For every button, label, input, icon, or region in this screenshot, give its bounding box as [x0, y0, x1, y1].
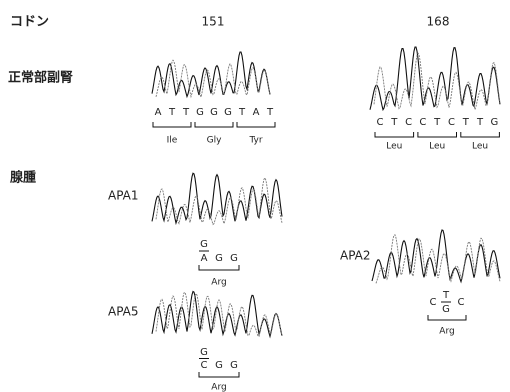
sample-label: APA5: [108, 305, 139, 319]
chromatogram: [152, 292, 282, 337]
base: T: [168, 107, 176, 118]
bracket: [153, 122, 191, 127]
chromatogram: [152, 173, 282, 223]
row-label: 腺腫: [10, 170, 36, 186]
base: G: [491, 117, 499, 128]
base: T: [266, 107, 274, 118]
base: T: [476, 117, 484, 128]
base: T: [182, 107, 190, 118]
base-mutant: G: [200, 347, 208, 358]
base-normal: C: [201, 360, 208, 371]
bracket: [461, 132, 500, 137]
amino-acid: Ile: [167, 136, 178, 146]
base: C: [430, 297, 437, 308]
sample-label: APA2: [340, 249, 371, 263]
bracket: [199, 372, 239, 377]
bracket: [199, 265, 239, 270]
bracket: [195, 122, 233, 127]
bracket: [375, 132, 414, 137]
codon-number: 151: [202, 15, 225, 29]
base: G: [210, 107, 218, 118]
base: G: [215, 360, 223, 371]
amino-acid: Arg: [211, 278, 226, 288]
base: G: [215, 253, 223, 264]
bracket: [418, 132, 457, 137]
base-mutant: G: [200, 239, 208, 250]
base-normal: G: [442, 304, 450, 315]
base: C: [419, 117, 426, 128]
base-normal: A: [201, 253, 208, 264]
codon-number: 168: [427, 15, 450, 29]
base: G: [224, 107, 232, 118]
codon-label: コドン: [10, 15, 49, 30]
base: T: [433, 117, 441, 128]
base: G: [230, 360, 238, 371]
base: T: [462, 117, 470, 128]
base: C: [405, 117, 412, 128]
base: G: [230, 253, 238, 264]
base: C: [458, 297, 465, 308]
base-mutant: T: [442, 290, 450, 301]
base: A: [155, 107, 162, 118]
bracket: [237, 122, 275, 127]
amino-acid: Gly: [207, 136, 222, 146]
base: T: [390, 117, 398, 128]
amino-acid: Tyr: [248, 136, 262, 146]
sample-label: APA1: [108, 189, 139, 203]
base: A: [253, 107, 260, 118]
base: G: [196, 107, 204, 118]
amino-acid: Leu: [429, 142, 445, 152]
amino-acid: Arg: [439, 327, 454, 337]
amino-acid: Leu: [386, 142, 402, 152]
base: C: [448, 117, 455, 128]
bracket: [428, 315, 466, 320]
chromatogram: [370, 47, 500, 110]
figure: コドン 151 168 正常部副腎 腺腫 APA1 APA5 APA2 ATTG…: [0, 0, 510, 392]
base: C: [377, 117, 384, 128]
amino-acid: Leu: [472, 142, 488, 152]
base: T: [238, 107, 246, 118]
amino-acid: Arg: [211, 383, 226, 392]
row-label: 正常部副腎: [8, 70, 73, 86]
